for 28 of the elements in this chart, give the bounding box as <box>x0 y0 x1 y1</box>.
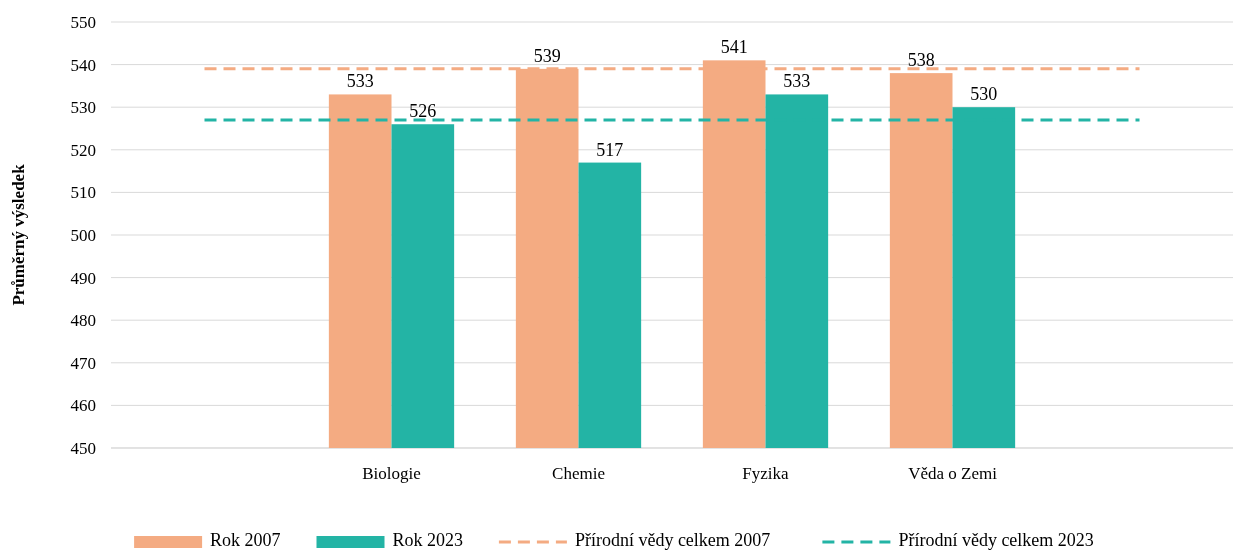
y-tick-label: 500 <box>70 225 96 245</box>
x-tick-label: Chemie <box>552 464 605 483</box>
y-tick-label: 450 <box>70 438 96 458</box>
y-tick-label: 540 <box>70 55 96 75</box>
y-tick-label: 520 <box>70 140 96 160</box>
legend-label: Rok 2007 <box>210 530 281 550</box>
y-tick-label: 530 <box>70 98 96 118</box>
y-tick-label: 460 <box>70 396 96 416</box>
legend-label: Rok 2023 <box>392 530 464 550</box>
data-label: 533 <box>783 71 811 92</box>
legend-label: Přírodní vědy celkem 2007 <box>574 530 771 550</box>
y-tick-label: 550 <box>70 12 96 32</box>
x-tick-label: Fyzika <box>742 464 790 483</box>
x-tick-label: Věda o Zemi <box>908 464 998 483</box>
data-label: 538 <box>907 50 935 71</box>
data-label: 517 <box>596 139 624 160</box>
y-tick-label: 490 <box>70 268 96 288</box>
data-label: 530 <box>970 84 998 105</box>
data-label: 533 <box>346 71 374 92</box>
y-axis-title: Průměrný výsledek <box>9 163 28 306</box>
y-tick-label: 510 <box>70 183 96 203</box>
x-tick-label: Biologie <box>362 464 421 483</box>
data-label: 526 <box>409 101 437 122</box>
data-label: 541 <box>720 37 748 58</box>
data-label: 539 <box>533 45 561 66</box>
y-tick-label: 480 <box>70 311 96 331</box>
y-tick-label: 470 <box>70 353 96 373</box>
legend-label: Přírodní vědy celkem 2023 <box>898 530 1094 550</box>
